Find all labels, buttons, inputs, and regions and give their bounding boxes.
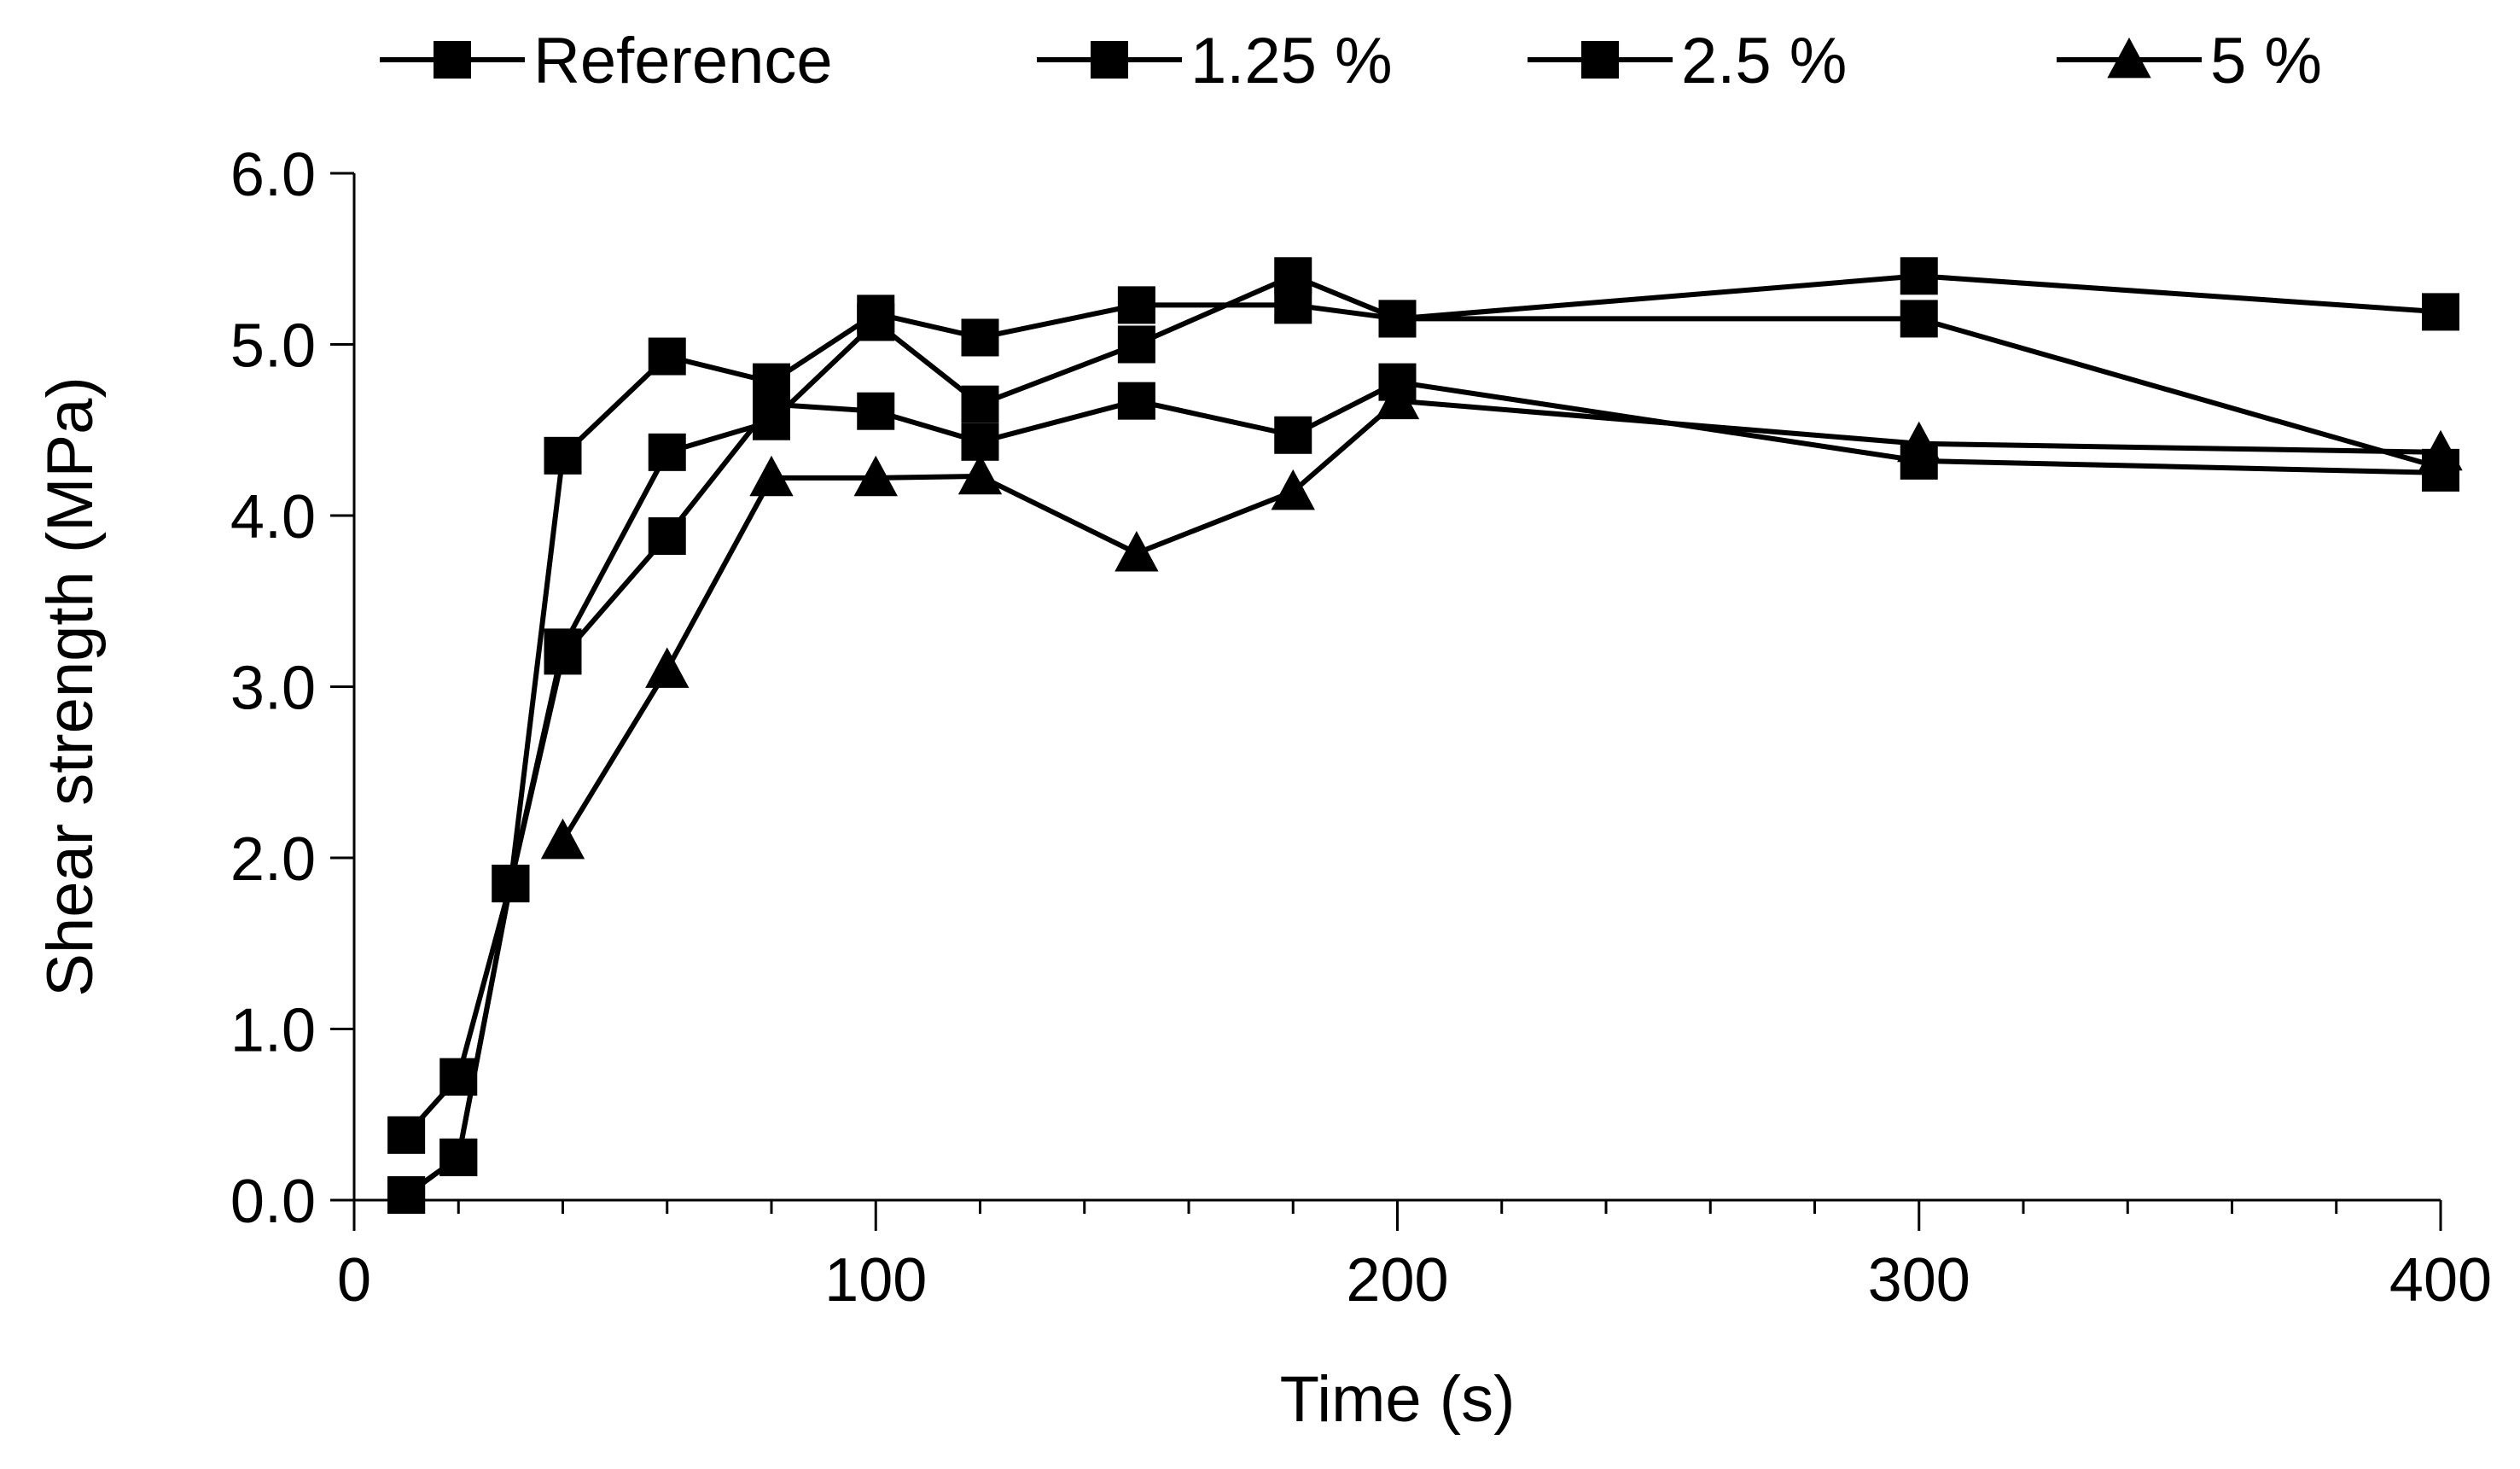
axes: 0.0 1.0 2.0 3.0 4.0 5.0 6.0 0 100 200 300 400: [230, 141, 2492, 1315]
data-point: [1900, 300, 1938, 338]
legend-marker: [2107, 37, 2151, 79]
data-point: [1117, 286, 1155, 324]
x-tick-label: 400: [2389, 1246, 2492, 1315]
data-point: [540, 818, 585, 860]
y-axis-label: Shear strength (MPa): [34, 376, 107, 997]
x-axis-label: Time (s): [1280, 1363, 1516, 1436]
data-point: [1274, 257, 1312, 295]
data-point: [753, 385, 790, 423]
data-point: [492, 865, 530, 903]
data-point: [1897, 421, 1941, 463]
data-point: [1900, 257, 1938, 295]
series-line: [404, 273, 2441, 1198]
x-tick-label: 300: [1868, 1246, 1970, 1315]
legend: Reference 1.25 % 2.5 % 5 %: [380, 25, 2322, 97]
data-point: [648, 517, 686, 556]
data-point: [1274, 416, 1312, 454]
data-point: [961, 385, 999, 423]
legend-marker: [1091, 41, 1128, 79]
y-tick-label: 2.0: [230, 825, 316, 894]
series-4: [540, 378, 2463, 860]
legend-item: 1.25 %: [1037, 25, 1393, 97]
data-point: [1117, 382, 1155, 420]
x-tick-label: 200: [1346, 1246, 1448, 1315]
legend-label: Reference: [533, 25, 833, 97]
data-point: [648, 433, 686, 471]
data-point: [1375, 378, 1420, 420]
y-tick-label: 5.0: [230, 312, 316, 381]
legend-label: 5 %: [2210, 25, 2322, 97]
legend-item: Reference: [380, 25, 833, 97]
series-line: [404, 379, 2441, 1198]
data-point: [1378, 300, 1417, 338]
data-point: [2418, 429, 2463, 471]
data-point: [961, 318, 999, 357]
data-point: [1117, 325, 1155, 364]
plot-series: [387, 257, 2463, 1214]
data-point: [439, 1138, 478, 1176]
data-point: [387, 1116, 426, 1154]
data-point: [544, 436, 582, 475]
series-line: [404, 302, 2441, 1137]
series-3: [387, 363, 2459, 1214]
series-1: [387, 286, 2459, 1154]
y-tick-label: 3.0: [230, 655, 316, 723]
legend-label: 2.5 %: [1681, 25, 1847, 97]
legend-marker: [1581, 41, 1619, 79]
data-point: [857, 303, 895, 341]
series-line: [560, 398, 2441, 842]
y-tick-label: 0.0: [230, 1168, 316, 1236]
y-tick-label: 6.0: [230, 141, 316, 209]
legend-item: 2.5 %: [1528, 25, 1847, 97]
data-point: [1271, 469, 1315, 510]
x-tick-label: 100: [824, 1246, 927, 1315]
data-point: [648, 337, 686, 376]
data-point: [957, 453, 1003, 495]
data-point: [2422, 293, 2459, 331]
legend-marker: [434, 41, 471, 79]
data-point: [1115, 531, 1159, 572]
y-tick-label: 4.0: [230, 483, 316, 551]
legend-item: 5 %: [2057, 25, 2322, 97]
data-point: [645, 647, 690, 688]
legend-label: 1.25 %: [1190, 25, 1393, 97]
data-point: [853, 455, 898, 497]
data-point: [544, 637, 582, 675]
y-ticks: 0.0 1.0 2.0 3.0 4.0 5.0 6.0: [230, 141, 354, 1236]
x-tick-label: 0: [337, 1246, 371, 1315]
data-point: [857, 392, 895, 430]
data-point: [387, 1175, 426, 1214]
data-point: [749, 455, 794, 497]
y-tick-label: 1.0: [230, 997, 316, 1065]
x-ticks: 0 100 200 300 400: [337, 1200, 2492, 1315]
